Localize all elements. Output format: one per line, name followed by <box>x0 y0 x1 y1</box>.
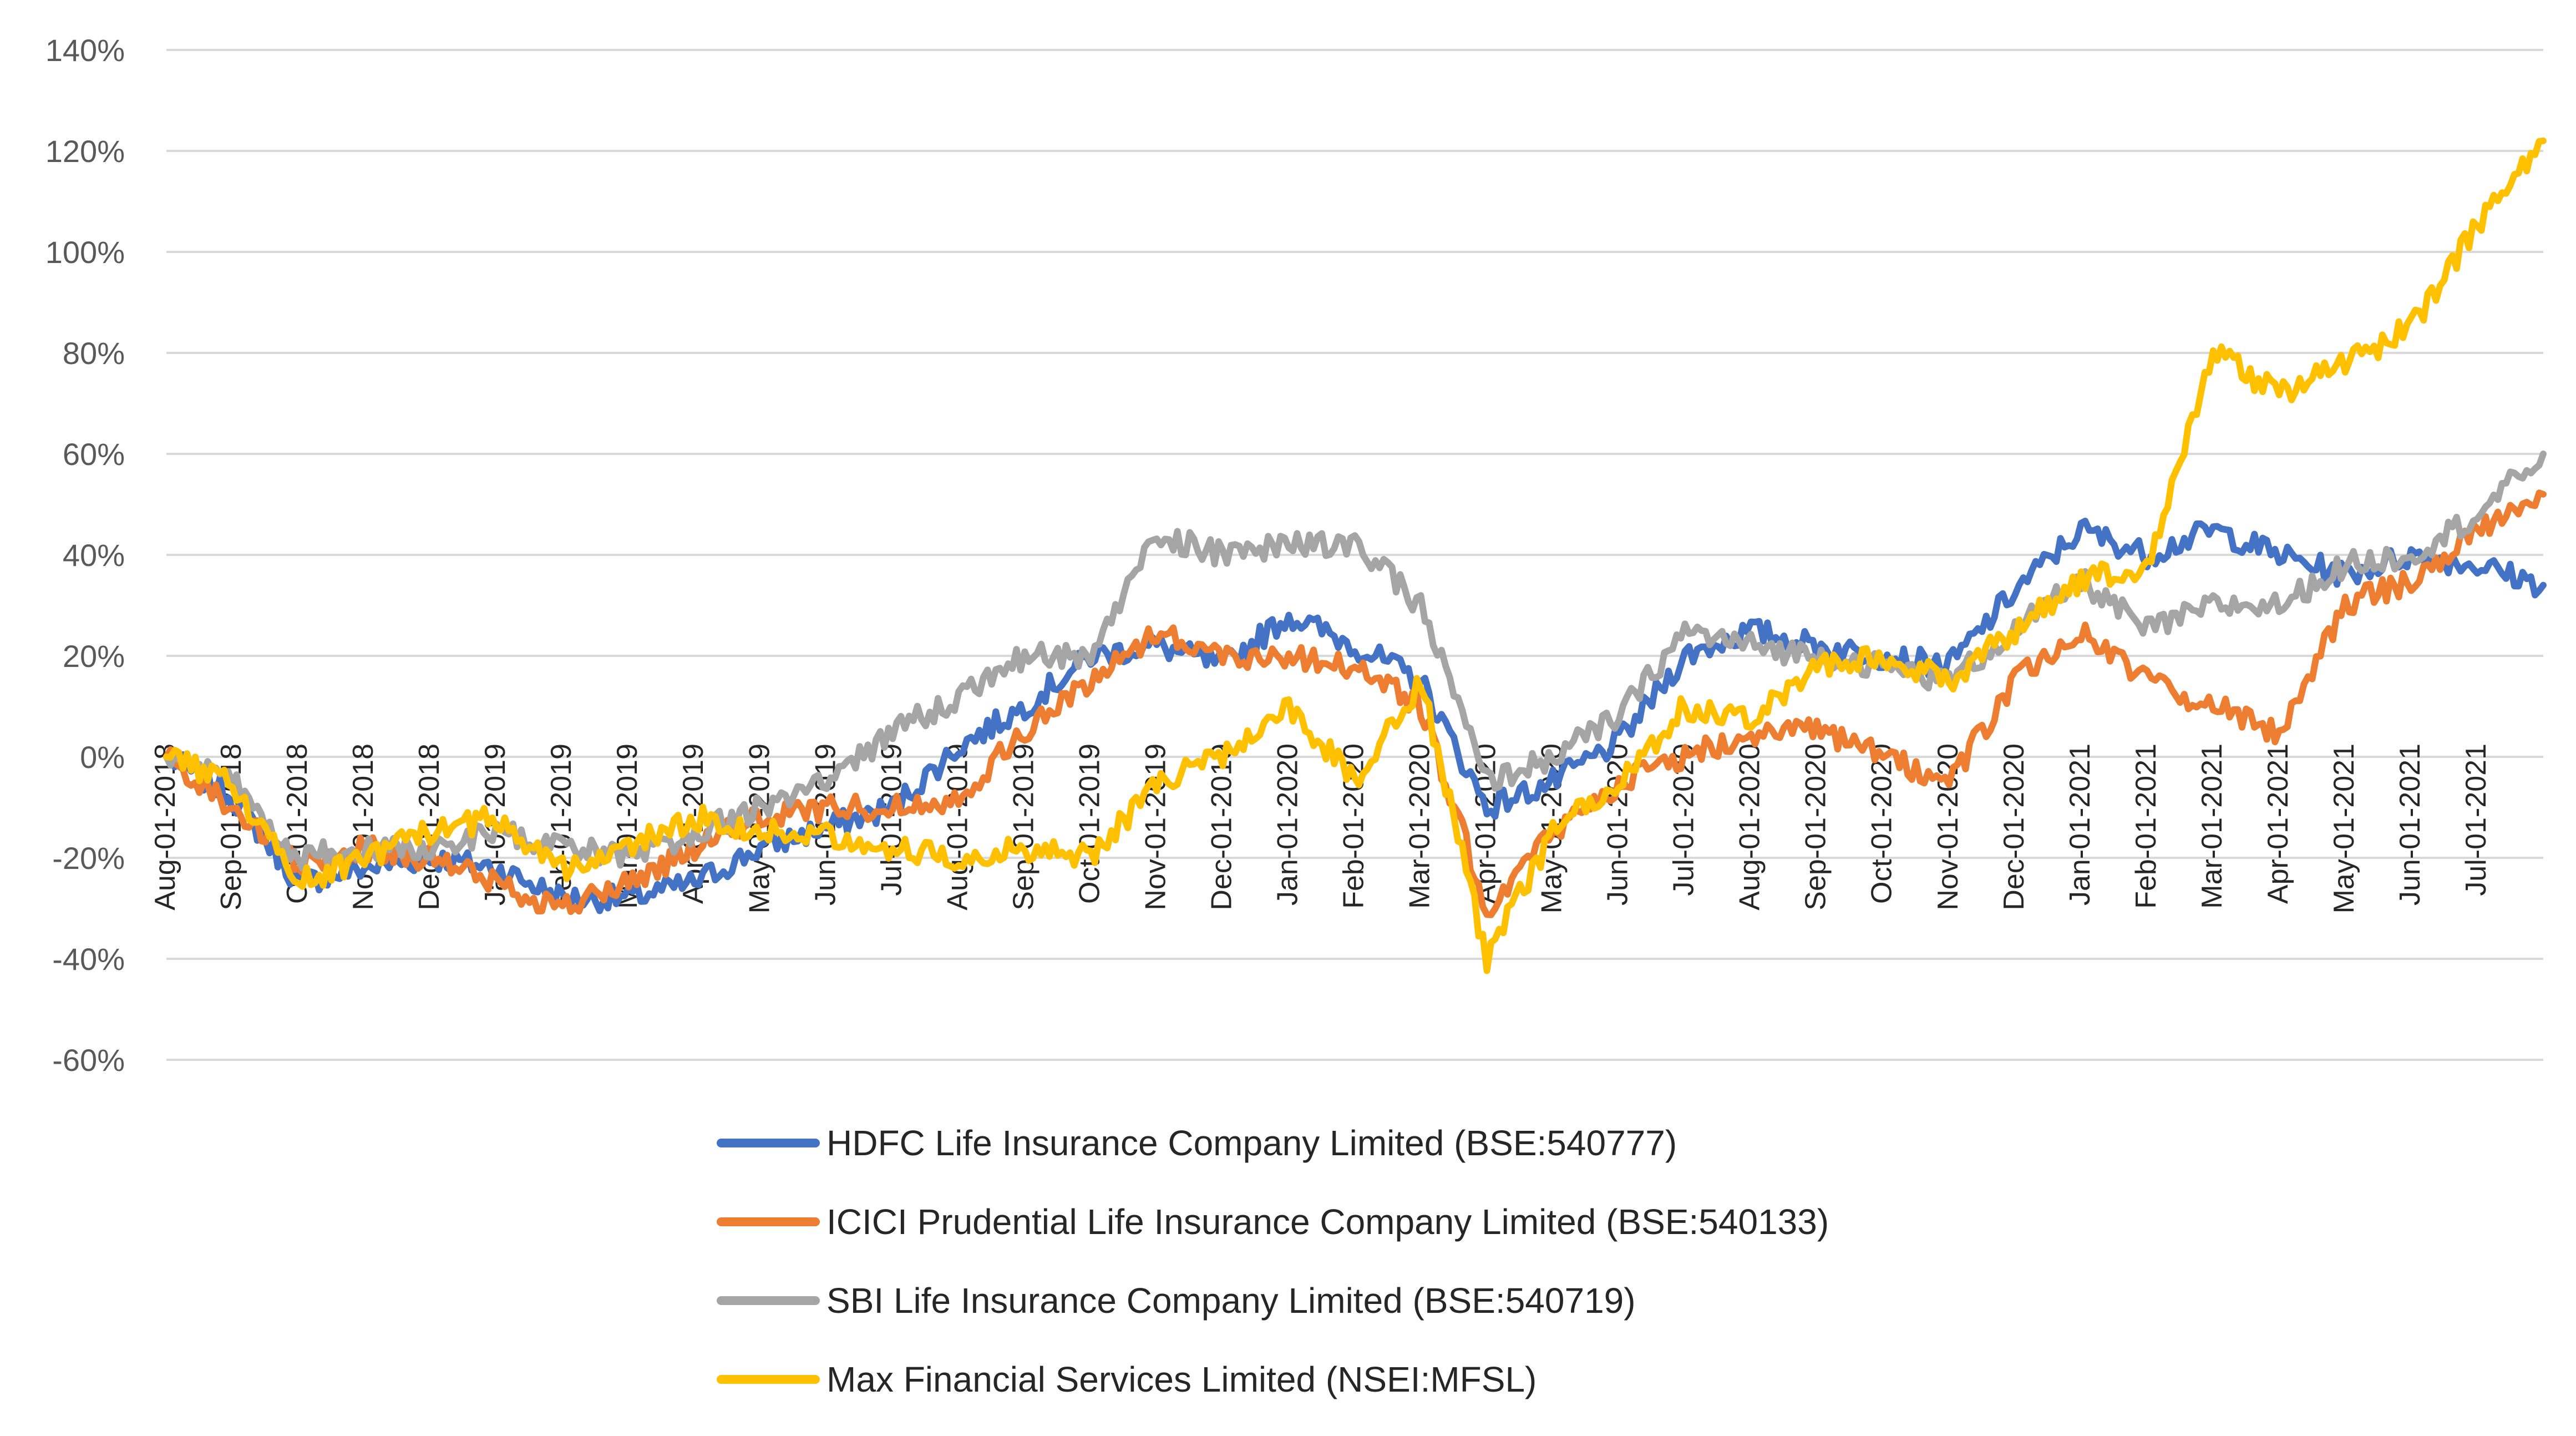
y-tick-label: 0% <box>80 740 125 775</box>
series-line-2 <box>163 451 2547 872</box>
y-tick-label: 140% <box>45 33 125 68</box>
x-tick-label: Jul-01-2021 <box>2460 744 2492 896</box>
x-tick-label: Feb-01-2021 <box>2130 744 2162 909</box>
y-tick-label: 100% <box>45 235 125 270</box>
x-tick-label: Sep-01-2019 <box>1007 744 1039 911</box>
x-tick-label: Jul-01-2019 <box>875 744 907 896</box>
x-tick-label: Jan-01-2020 <box>1271 744 1304 906</box>
x-tick-label: Aug-01-2020 <box>1734 744 1766 911</box>
gridlines <box>166 49 2543 1061</box>
x-tick-label: May-01-2021 <box>2328 744 2360 913</box>
legend: HDFC Life Insurance Company Limited (BSE… <box>717 1123 1829 1399</box>
series-line-0 <box>163 518 2547 914</box>
x-tick-label: Nov-01-2019 <box>1139 744 1172 911</box>
x-tick-label: Aug-01-2018 <box>149 744 181 911</box>
y-tick-label: -20% <box>52 841 125 876</box>
legend-label: Max Financial Services Limited (NSEI:MFS… <box>826 1359 1537 1399</box>
legend-label: ICICI Prudential Life Insurance Company … <box>826 1202 1829 1242</box>
x-tick-label: Nov-01-2018 <box>347 744 379 911</box>
series-line-3 <box>163 137 2547 974</box>
series-line-1 <box>163 489 2547 918</box>
y-tick-label: -40% <box>52 942 125 977</box>
y-tick-label: 20% <box>63 639 125 674</box>
x-tick-label: Oct-01-2020 <box>1866 744 1898 904</box>
x-tick-label: Oct-01-2019 <box>1073 744 1106 904</box>
x-tick-label: Dec-01-2019 <box>1205 744 1238 911</box>
x-tick-label: Dec-01-2020 <box>1998 744 2030 911</box>
series-lines <box>163 137 2547 974</box>
y-axis-tick-labels: 140% 120% 100% 80% 60% 40% 20% 0% -20% -40% -60% <box>45 33 125 1078</box>
x-tick-label: Mar-01-2020 <box>1404 744 1436 909</box>
x-tick-label: Mar-01-2021 <box>2196 744 2228 909</box>
x-tick-label: Feb-01-2019 <box>545 744 577 909</box>
y-tick-label: 120% <box>45 134 125 169</box>
legend-label: SBI Life Insurance Company Limited (BSE:… <box>826 1281 1636 1321</box>
x-tick-label: Sep-01-2020 <box>1800 744 1832 911</box>
x-tick-label: Aug-01-2019 <box>941 744 973 911</box>
x-tick-label: Nov-01-2020 <box>1932 744 1964 911</box>
x-tick-label: Apr-01-2021 <box>2262 744 2294 904</box>
legend-label: HDFC Life Insurance Company Limited (BSE… <box>826 1123 1677 1163</box>
y-tick-label: 60% <box>63 437 125 472</box>
y-tick-label: 80% <box>63 336 125 371</box>
y-tick-label: 40% <box>63 538 125 573</box>
x-tick-label: Jun-01-2021 <box>2394 744 2426 906</box>
x-tick-label: Jan-01-2021 <box>2064 744 2096 906</box>
y-tick-label: -60% <box>52 1043 125 1078</box>
